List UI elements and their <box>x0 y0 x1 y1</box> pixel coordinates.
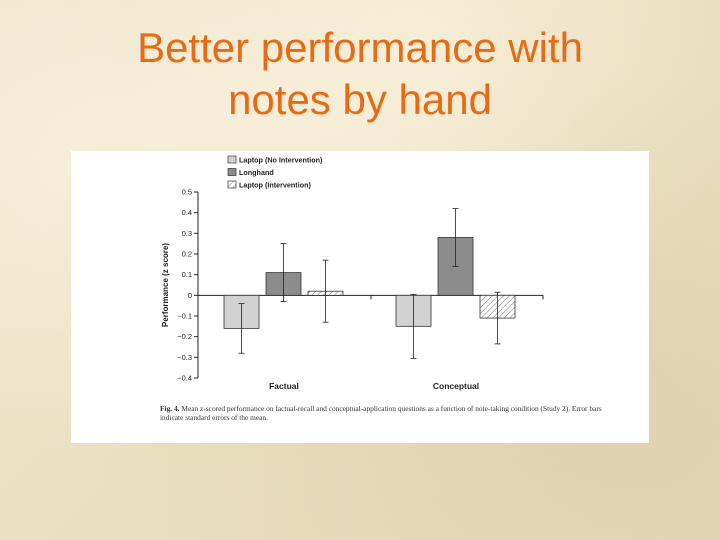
slide-title: Better performance with notes by hand <box>60 22 660 126</box>
slide-title-line-2: notes by hand <box>228 76 492 123</box>
y-tick-label: −0.3 <box>177 353 192 362</box>
slide-title-line-1: Better performance with <box>137 24 583 71</box>
y-tick-label: 0 <box>188 291 192 300</box>
y-tick-label: −0.4 <box>177 374 192 383</box>
figure-caption-text: Mean z-scored performance on factual-rec… <box>160 404 602 422</box>
y-tick-label: 0.2 <box>182 250 192 259</box>
y-tick-label: −0.1 <box>177 312 192 321</box>
figure-panel: 0.5 0.4 0.3 0.2 0.1 0 −0.1 −0.2 −0.3 −0.4 Performa… <box>71 151 649 443</box>
y-tick-label: −0.2 <box>177 332 192 341</box>
y-tick-label: 0.5 <box>182 188 192 197</box>
figure-label: Fig. 4. <box>160 404 180 413</box>
bar-chart: 0.5 0.4 0.3 0.2 0.1 0 −0.1 −0.2 −0.3 −0.4 Performa… <box>161 155 544 391</box>
legend-swatch <box>227 180 237 189</box>
legend-swatch <box>227 168 237 176</box>
legend-label: Laptop (Intervention) <box>239 181 311 190</box>
y-tick-label: 0.3 <box>182 229 192 238</box>
y-tick-label: 0.1 <box>182 270 192 279</box>
x-category-label: Factual <box>269 381 299 391</box>
y-tick-label: 0.4 <box>182 208 192 217</box>
legend-swatch <box>227 155 237 164</box>
y-axis-label: Performance (z score) <box>161 243 170 327</box>
figure-caption: Fig. 4. Mean z-scored performance on fac… <box>160 404 620 422</box>
x-category-label: Conceptual <box>433 381 479 391</box>
legend-label: Longhand <box>239 168 274 177</box>
legend-label: Laptop (No Intervention) <box>239 156 323 165</box>
